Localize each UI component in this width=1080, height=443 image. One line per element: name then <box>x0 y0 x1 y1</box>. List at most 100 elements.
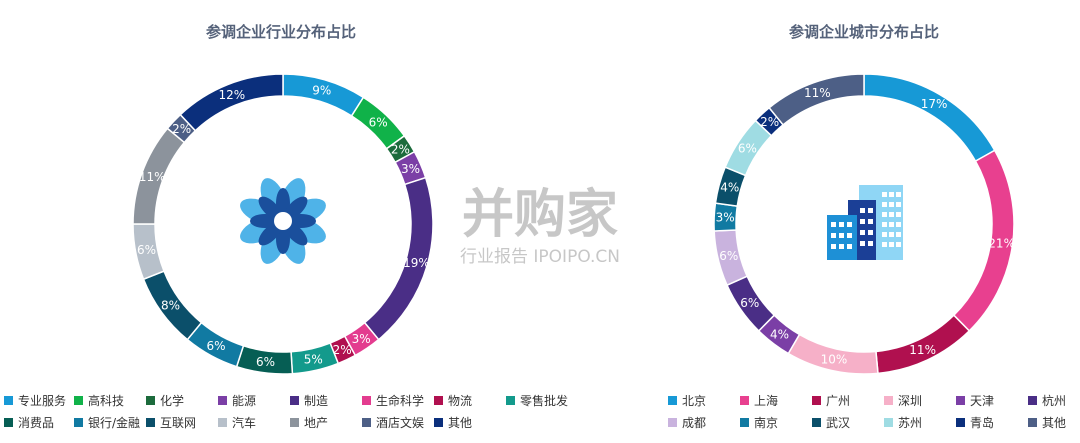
building-window <box>889 242 894 247</box>
building-window <box>882 212 887 217</box>
legend-item: 零售批发 <box>506 393 568 408</box>
building-window <box>868 230 873 235</box>
building-window <box>896 242 901 247</box>
legend-label: 天津 <box>970 394 994 408</box>
legend-item: 地产 <box>290 416 328 430</box>
legend-label: 北京 <box>682 394 706 408</box>
legend-label: 银行/金融 <box>88 415 140 430</box>
legend-label: 化学 <box>160 393 184 408</box>
slice-data-label: 6% <box>740 296 759 310</box>
legend-item: 汽车 <box>218 415 256 430</box>
legend-item: 杭州 <box>1028 393 1066 408</box>
watermark-sub: 行业报告 IPOIPO.CN <box>460 247 620 267</box>
building-window <box>889 232 894 237</box>
legend-item: 能源 <box>218 394 256 408</box>
industry-donut: 9%6%2%3%19%3%2%5%6%6%8%6%11%2%12% <box>132 73 434 375</box>
legend-label: 青岛 <box>970 415 994 430</box>
legend-item: 北京 <box>668 394 706 408</box>
legend-item: 深圳 <box>884 394 922 408</box>
legend-swatch <box>956 418 965 427</box>
legend-item: 物流 <box>434 394 472 408</box>
donut-slice <box>863 73 996 163</box>
legend-label: 上海 <box>754 393 778 408</box>
slice-data-label: 21% <box>988 236 1015 250</box>
slice-data-label: 3% <box>401 162 420 176</box>
legend-swatch <box>956 396 965 405</box>
slice-data-label: 11% <box>139 170 166 184</box>
slice-data-label: 9% <box>312 84 331 98</box>
slice-data-label: 5% <box>304 353 323 367</box>
slice-data-label: 6% <box>369 116 388 130</box>
legend-swatch <box>1028 396 1037 405</box>
building-window <box>847 244 852 249</box>
legend-swatch <box>218 396 227 405</box>
slice-data-label: 6% <box>738 141 757 155</box>
building-window <box>847 233 852 238</box>
slice-data-label: 3% <box>352 332 371 346</box>
legend-swatch <box>146 396 155 405</box>
legend-label: 广州 <box>826 394 850 408</box>
watermark-brand: 并购家 <box>462 185 618 245</box>
legend-item: 其他 <box>434 416 472 430</box>
slice-data-label: 10% <box>821 353 848 367</box>
legend-label: 互联网 <box>160 416 196 430</box>
legend-label: 制造 <box>304 394 328 408</box>
building-window <box>882 222 887 227</box>
legend-item: 武汉 <box>812 416 850 430</box>
legend-label: 高科技 <box>88 393 124 408</box>
slice-data-label: 6% <box>719 249 738 263</box>
building-window <box>839 222 844 227</box>
building-window <box>839 233 844 238</box>
legend-item: 高科技 <box>74 393 124 408</box>
flower-logo-icon <box>240 178 326 264</box>
building-window <box>882 232 887 237</box>
legend-item: 互联网 <box>146 416 196 430</box>
city-chart: 参调企业城市分布占比 17%21%11%10%4%6%6%3%4%6%2%11%… <box>668 23 1066 430</box>
legend-swatch <box>668 396 677 405</box>
legend-item: 青岛 <box>956 415 994 430</box>
petal-inner <box>258 222 282 246</box>
legend-swatch <box>812 396 821 405</box>
building-window <box>882 242 887 247</box>
legend-label: 南京 <box>754 415 778 430</box>
slice-data-label: 6% <box>256 355 275 369</box>
legend-label: 零售批发 <box>520 393 568 408</box>
legend-label: 物流 <box>448 394 472 408</box>
building-window <box>882 202 887 207</box>
legend-item: 生命科学 <box>362 393 424 408</box>
building-window <box>896 192 901 197</box>
legend-label: 其他 <box>1042 416 1066 430</box>
legend-label: 其他 <box>448 416 472 430</box>
legend-swatch <box>362 396 371 405</box>
legend-swatch <box>434 418 443 427</box>
legend-item: 广州 <box>812 394 850 408</box>
legend-item: 上海 <box>740 393 778 408</box>
building-window <box>860 241 865 246</box>
legend-swatch <box>884 418 893 427</box>
legend-swatch <box>1028 418 1037 427</box>
building-window <box>889 212 894 217</box>
buildings-icon <box>827 185 903 260</box>
donut-slice <box>179 73 284 132</box>
legend-swatch <box>362 418 371 427</box>
slice-data-label: 4% <box>720 181 739 195</box>
legend-item: 其他 <box>1028 416 1066 430</box>
legend-label: 汽车 <box>232 415 256 430</box>
legend-item: 成都 <box>668 416 706 430</box>
legend-label: 专业服务 <box>18 393 66 408</box>
slice-data-label: 6% <box>207 339 226 353</box>
legend-item: 银行/金融 <box>74 415 140 430</box>
legend-label: 消费品 <box>18 416 54 430</box>
slice-data-label: 19% <box>403 256 430 270</box>
slice-data-label: 2% <box>391 143 410 157</box>
legend-item: 苏州 <box>884 416 922 430</box>
legend-swatch <box>290 396 299 405</box>
legend-swatch <box>668 418 677 427</box>
slice-data-label: 2% <box>760 115 779 129</box>
legend-label: 酒店文娱 <box>376 415 424 430</box>
building-window <box>889 202 894 207</box>
legend-swatch <box>4 396 13 405</box>
legend-label: 成都 <box>682 416 706 430</box>
building-window <box>860 208 865 213</box>
building-window <box>896 212 901 217</box>
